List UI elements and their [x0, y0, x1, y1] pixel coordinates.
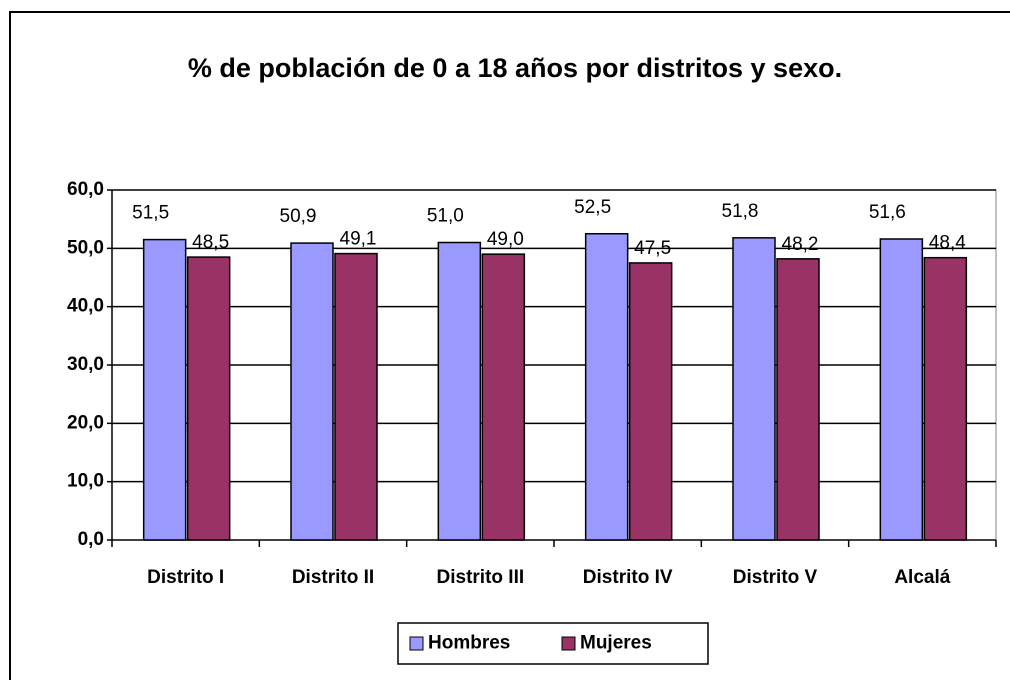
- bar: [481, 253, 526, 541]
- legend-box: [397, 622, 709, 665]
- value-label: 51,5: [132, 203, 169, 224]
- y-tick-label: 50,0: [67, 237, 104, 258]
- value-label: 49,1: [340, 229, 377, 250]
- x-tick-label: Alcalá: [894, 567, 950, 588]
- bar: [584, 233, 629, 541]
- legend-swatch: [409, 636, 424, 651]
- bar: [776, 258, 820, 541]
- value-label: 51,0: [427, 206, 464, 227]
- x-tick-label: Distrito III: [437, 567, 525, 588]
- bar: [142, 238, 187, 541]
- y-tick-label: 20,0: [67, 412, 104, 433]
- bar: [923, 256, 968, 541]
- bar: [186, 256, 231, 541]
- value-label: 48,4: [929, 233, 966, 254]
- bar: [290, 242, 334, 541]
- bar: [334, 252, 378, 541]
- legend-label: Hombres: [428, 633, 510, 654]
- legend-swatch: [561, 636, 576, 651]
- value-label: 48,2: [782, 234, 819, 255]
- bar: [437, 241, 482, 541]
- x-tick-label: Distrito V: [733, 567, 818, 588]
- value-label: 52,5: [574, 197, 611, 218]
- chart-title: % de población de 0 a 18 años por distri…: [188, 53, 842, 83]
- bar: [628, 262, 673, 541]
- value-label: 47,5: [634, 238, 671, 259]
- y-tick-label: 30,0: [67, 354, 104, 375]
- bar: [879, 238, 924, 541]
- value-label: 48,5: [192, 232, 229, 253]
- value-label: 51,6: [869, 202, 906, 223]
- value-label: 49,0: [487, 229, 524, 250]
- x-tick-label: Distrito II: [292, 567, 374, 588]
- y-tick-label: 60,0: [67, 179, 104, 200]
- value-label: 50,9: [280, 206, 317, 227]
- y-tick-label: 0,0: [78, 529, 104, 550]
- x-tick-label: Distrito I: [147, 567, 224, 588]
- legend-label: Mujeres: [580, 633, 652, 654]
- y-tick-label: 10,0: [67, 471, 104, 492]
- bar: [732, 237, 776, 541]
- x-tick-label: Distrito IV: [583, 567, 673, 588]
- y-tick-label: 40,0: [67, 296, 104, 317]
- value-label: 51,8: [722, 201, 759, 222]
